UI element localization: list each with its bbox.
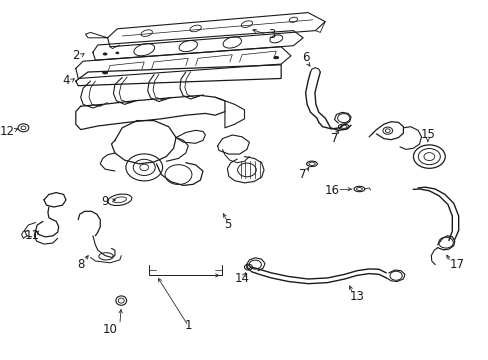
Text: 12: 12 [0, 125, 15, 138]
Text: 16: 16 [325, 184, 339, 197]
Text: 8: 8 [77, 258, 84, 271]
Text: 2: 2 [72, 49, 80, 62]
Text: 13: 13 [349, 291, 364, 303]
Ellipse shape [102, 71, 107, 74]
Text: 17: 17 [449, 258, 464, 271]
Text: 5: 5 [223, 219, 231, 231]
Text: 7: 7 [330, 132, 338, 145]
Ellipse shape [273, 57, 278, 59]
Ellipse shape [103, 53, 107, 55]
Text: 6: 6 [301, 51, 309, 64]
Text: 10: 10 [102, 323, 117, 336]
Text: 7: 7 [299, 168, 306, 181]
Text: 11: 11 [24, 229, 39, 242]
Text: 15: 15 [420, 129, 434, 141]
Text: 1: 1 [184, 319, 192, 332]
Text: 14: 14 [234, 273, 249, 285]
Text: 9: 9 [101, 195, 109, 208]
Text: 3: 3 [267, 28, 275, 41]
Text: 4: 4 [62, 75, 70, 87]
Ellipse shape [116, 52, 119, 54]
